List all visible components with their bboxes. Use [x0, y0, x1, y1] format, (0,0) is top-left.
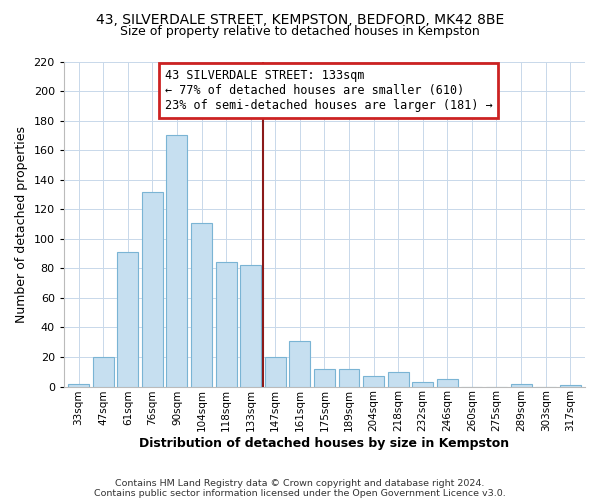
Text: 43, SILVERDALE STREET, KEMPSTON, BEDFORD, MK42 8BE: 43, SILVERDALE STREET, KEMPSTON, BEDFORD… [96, 12, 504, 26]
Bar [93, 357, 113, 386]
Text: Contains public sector information licensed under the Open Government Licence v3: Contains public sector information licen… [94, 488, 506, 498]
Bar [412, 382, 433, 386]
Bar [437, 379, 458, 386]
Bar [142, 192, 163, 386]
Bar [118, 252, 138, 386]
Bar [363, 376, 384, 386]
Bar [338, 369, 359, 386]
Text: Contains HM Land Registry data © Crown copyright and database right 2024.: Contains HM Land Registry data © Crown c… [115, 478, 485, 488]
Bar [560, 385, 581, 386]
Y-axis label: Number of detached properties: Number of detached properties [15, 126, 28, 322]
Bar [166, 136, 187, 386]
Bar [314, 369, 335, 386]
Bar [511, 384, 532, 386]
Bar [191, 222, 212, 386]
Bar [265, 357, 286, 386]
Bar [388, 372, 409, 386]
Bar [215, 262, 236, 386]
Bar [289, 340, 310, 386]
Bar [68, 384, 89, 386]
Text: Size of property relative to detached houses in Kempston: Size of property relative to detached ho… [120, 25, 480, 38]
X-axis label: Distribution of detached houses by size in Kempston: Distribution of detached houses by size … [139, 437, 509, 450]
Text: 43 SILVERDALE STREET: 133sqm
← 77% of detached houses are smaller (610)
23% of s: 43 SILVERDALE STREET: 133sqm ← 77% of de… [164, 69, 493, 112]
Bar [240, 266, 261, 386]
